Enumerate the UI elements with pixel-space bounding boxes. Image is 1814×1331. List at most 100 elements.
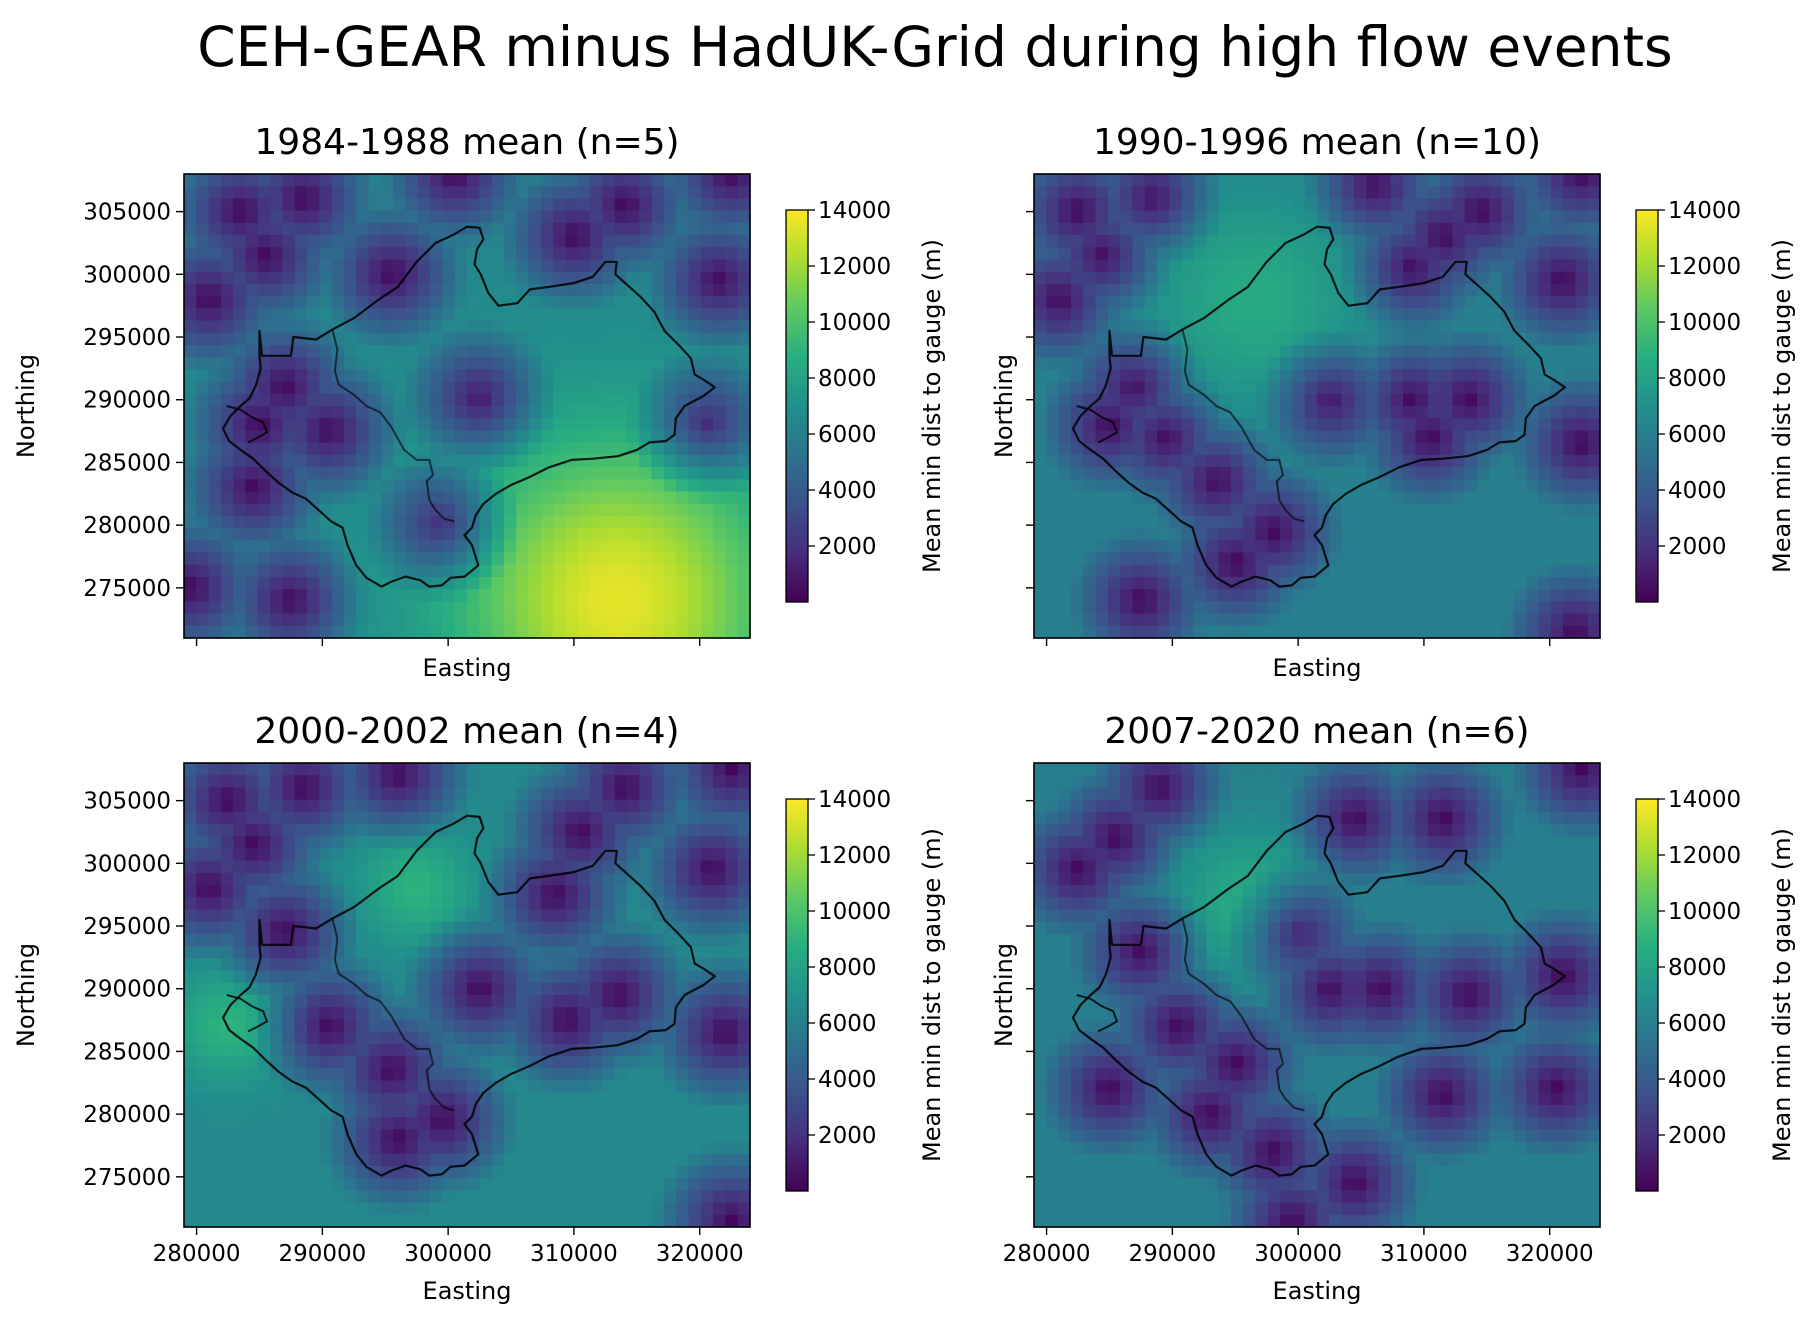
- heatmap-cell: [1181, 393, 1195, 407]
- heatmap-cell: [1563, 283, 1576, 297]
- heatmap-cell: [516, 222, 530, 236]
- heatmap-cell: [1440, 235, 1453, 248]
- heatmap-cell: [1193, 271, 1207, 285]
- heatmap-cell: [294, 1019, 308, 1033]
- heatmap-cell: [257, 775, 271, 789]
- heatmap-cell: [1206, 393, 1220, 407]
- heatmap-cell: [1120, 332, 1134, 346]
- heatmap-cell: [676, 467, 690, 480]
- heatmap-cell: [688, 1068, 702, 1082]
- heatmap-cell: [1292, 540, 1306, 554]
- heatmap-cell: [1563, 320, 1576, 334]
- heatmap-cell: [343, 406, 357, 419]
- heatmap-cell: [1587, 198, 1601, 212]
- heatmap-cell: [1206, 613, 1220, 627]
- heatmap-cell: [1476, 430, 1490, 444]
- heatmap-cell: [245, 528, 259, 541]
- heatmap-cell: [1304, 296, 1318, 309]
- heatmap-cell: [405, 430, 419, 444]
- heatmap-cell: [380, 1043, 394, 1057]
- heatmap-cell: [1230, 198, 1244, 212]
- heatmap-cell: [503, 528, 517, 541]
- heatmap-cell: [417, 848, 431, 862]
- heatmap-cell: [577, 259, 591, 273]
- heatmap-cell: [651, 1080, 665, 1094]
- heatmap-cell: [1292, 454, 1306, 468]
- heatmap-cell: [294, 454, 308, 468]
- heatmap-cell: [1464, 589, 1478, 602]
- heatmap-cell: [1550, 528, 1564, 541]
- heatmap-cell: [1317, 381, 1330, 395]
- heatmap-cell: [417, 540, 431, 554]
- heatmap-cell: [257, 1117, 271, 1130]
- heatmap-cell: [1378, 528, 1392, 541]
- heatmap-cell: [1575, 491, 1589, 505]
- heatmap-cell: [503, 1031, 517, 1045]
- heatmap-cell: [294, 271, 308, 285]
- heatmap-cell: [725, 308, 739, 322]
- heatmap-cell: [503, 1092, 517, 1106]
- heatmap-cell: [294, 1056, 308, 1069]
- heatmap-cell: [1070, 247, 1084, 261]
- heatmap-cell: [491, 418, 505, 432]
- heatmap-cell: [1550, 540, 1564, 554]
- heatmap-cell: [1120, 540, 1134, 554]
- heatmap-cell: [626, 198, 640, 212]
- heatmap-cell: [737, 848, 751, 862]
- heatmap-cell: [1415, 235, 1429, 248]
- heatmap-cell: [417, 1019, 431, 1033]
- heatmap-cell: [565, 418, 579, 432]
- heatmap-cell: [713, 454, 726, 468]
- heatmap-cell: [1267, 515, 1281, 529]
- heatmap-cell: [1083, 332, 1097, 346]
- heatmap-cell: [553, 393, 567, 407]
- heatmap-cell: [307, 491, 320, 505]
- heatmap-cell: [700, 811, 714, 825]
- heatmap-cell: [725, 247, 739, 261]
- heatmap-cell: [713, 235, 726, 248]
- catchment-outline: [1071, 225, 1566, 588]
- heatmap-cell: [454, 235, 468, 248]
- heatmap-cell: [1575, 418, 1589, 432]
- heatmap-cell: [1304, 247, 1318, 261]
- heatmap-cell: [565, 369, 579, 383]
- heatmap-cell: [380, 222, 394, 236]
- heatmap-cell: [233, 332, 247, 346]
- heatmap-cell: [343, 235, 357, 248]
- heatmap-cell: [1304, 467, 1318, 480]
- heatmap-cell: [467, 1007, 480, 1021]
- heatmap-cell: [1403, 503, 1417, 517]
- heatmap-cell: [663, 811, 677, 825]
- heatmap-cell: [590, 958, 603, 972]
- heatmap-cell: [1169, 344, 1183, 358]
- heatmap-cell: [196, 430, 210, 444]
- heatmap-cell: [1157, 467, 1170, 480]
- heatmap-cell: [1489, 393, 1503, 407]
- heatmap-cell: [331, 540, 345, 554]
- heatmap-cell: [220, 320, 234, 334]
- heatmap-cell: [417, 921, 431, 935]
- heatmap-cell: [257, 848, 271, 862]
- heatmap-cell: [503, 320, 517, 334]
- heatmap-cell: [1329, 491, 1343, 505]
- heatmap-cell: [528, 1068, 542, 1082]
- heatmap-cell: [737, 1031, 751, 1045]
- heatmap-cell: [319, 369, 333, 383]
- heatmap-cell: [540, 848, 554, 862]
- heatmap-cell: [1070, 601, 1084, 615]
- heatmap-cell: [1378, 479, 1392, 493]
- heatmap-cell: [528, 564, 542, 578]
- heatmap-cell: [233, 357, 247, 370]
- heatmap-cell: [1255, 210, 1269, 224]
- heatmap-cell: [1304, 320, 1318, 334]
- heatmap-cell: [1132, 247, 1146, 261]
- heatmap-cell: [184, 320, 197, 334]
- heatmap-cell: [282, 589, 296, 602]
- heatmap-cell: [1575, 369, 1589, 383]
- heatmap-cell: [577, 479, 591, 493]
- heatmap-cell: [245, 897, 259, 911]
- heatmap-cell: [257, 271, 271, 285]
- heatmap-cell: [282, 824, 296, 837]
- heatmap-cell: [516, 625, 530, 639]
- heatmap-cell: [393, 235, 407, 248]
